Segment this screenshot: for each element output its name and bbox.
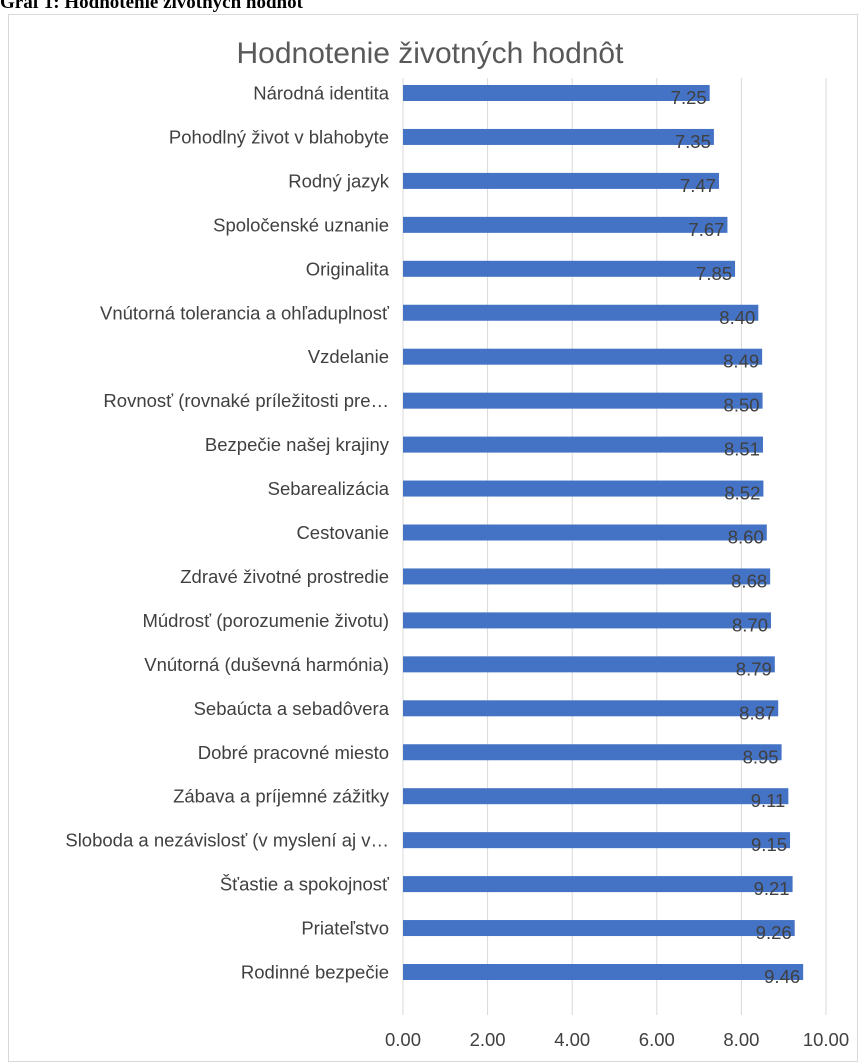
data-label: 9.46	[764, 966, 800, 987]
category-label: Bezpečie našej krajiny	[205, 434, 390, 455]
category-label: Národná identita	[253, 83, 389, 104]
data-label: 7.25	[671, 87, 707, 108]
data-label: 8.79	[736, 658, 772, 679]
bar	[403, 128, 714, 145]
category-label: Pohodlný život v blahobyte	[169, 126, 389, 147]
category-label: Originalita	[306, 258, 390, 279]
bar	[403, 304, 759, 321]
x-tick-label: 0.00	[385, 1029, 421, 1050]
category-label: Rodný jazyk	[288, 170, 390, 191]
bar	[403, 876, 793, 893]
data-label: 8.60	[728, 527, 764, 548]
category-label: Rodinné bezpečie	[241, 962, 389, 983]
category-labels: Národná identita Pohodlný život v blahoby…	[65, 83, 390, 983]
category-label: Vzdelanie	[308, 346, 389, 367]
data-label: 9.21	[754, 878, 790, 899]
x-tick-label: 6.00	[639, 1029, 675, 1050]
category-label: Sebaúcta a sebadôvera	[194, 698, 390, 719]
data-label: 8.51	[724, 439, 760, 460]
category-label: Zábava a príjemné zážitky	[173, 786, 390, 807]
category-label: Vnútorná (duševná harmónia)	[144, 654, 389, 675]
bar	[403, 920, 795, 937]
x-axis-ticks: 0.00 2.00 4.00 6.00 8.00 10.00	[385, 1029, 849, 1050]
data-label: 8.49	[723, 351, 759, 372]
x-tick-label: 10.00	[803, 1029, 849, 1050]
data-label: 7.35	[675, 131, 711, 152]
bar	[403, 480, 764, 497]
x-tick-label: 8.00	[723, 1029, 759, 1050]
data-label: 8.87	[739, 702, 775, 723]
data-label: 7.85	[696, 263, 732, 284]
data-label: 9.15	[751, 834, 787, 855]
category-label: Rovnosť (rovnaké príležitosti pre…	[103, 390, 389, 411]
category-label: Šťastie a spokojnosť	[220, 874, 390, 895]
bar	[403, 788, 789, 805]
category-label: Spoločenské uznanie	[213, 214, 389, 235]
bar	[403, 392, 763, 409]
data-label: 8.70	[732, 614, 768, 635]
data-label: 7.67	[688, 219, 724, 240]
category-label: Múdrosť (porozumenie životu)	[142, 610, 389, 631]
data-labels: 7.25 7.35 7.47 7.67 7.85 8.40 8.49 8.50 8.51 8.52…	[671, 87, 800, 987]
data-label: 9.11	[751, 790, 786, 811]
bar	[403, 964, 804, 980]
bar	[403, 568, 771, 585]
bar	[403, 216, 728, 233]
category-label: Vnútorná tolerancia a ohľaduplnosť	[100, 302, 390, 323]
data-label: 8.95	[743, 746, 779, 767]
category-label: Zdravé životné prostredie	[180, 566, 389, 587]
data-label: 8.40	[719, 307, 755, 328]
bar	[403, 436, 763, 453]
bar	[403, 85, 710, 101]
bar	[403, 348, 763, 365]
x-tick-label: 4.00	[554, 1029, 590, 1050]
data-label: 8.50	[724, 395, 760, 416]
bar	[403, 172, 719, 189]
chart-frame	[8, 14, 858, 1062]
x-tick-label: 2.00	[470, 1029, 506, 1050]
chart-title: Hodnotenie životných hodnôt	[237, 37, 625, 70]
category-label: Priateľstvo	[301, 918, 389, 939]
bar	[403, 832, 791, 849]
data-label: 9.26	[756, 922, 792, 943]
bar	[403, 744, 782, 761]
data-label: 7.47	[680, 175, 716, 196]
data-label: 8.52	[724, 483, 760, 504]
data-label: 8.68	[731, 570, 767, 591]
category-label: Cestovanie	[296, 522, 389, 543]
category-label: Dobré pracovné miesto	[198, 742, 389, 763]
category-label: Sloboda a nezávislosť (v myslení aj v…	[65, 830, 389, 851]
bar	[403, 524, 767, 541]
bar	[403, 656, 775, 673]
bars	[403, 85, 804, 980]
figure-caption: Graf 1: Hodnotenie životných hodnôt	[0, 0, 303, 13]
bar	[403, 700, 779, 717]
bar	[403, 260, 736, 277]
category-label: Sebarealizácia	[268, 478, 390, 499]
bar	[403, 612, 772, 629]
gridlines	[402, 78, 827, 1015]
